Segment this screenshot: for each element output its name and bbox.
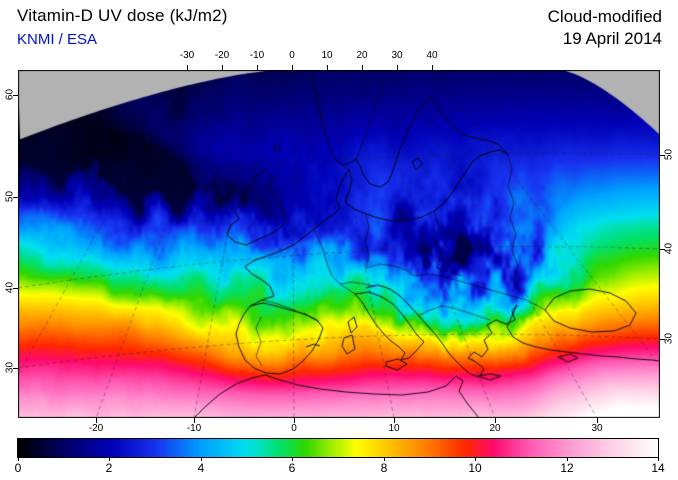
top-axis-tick bbox=[362, 65, 363, 70]
top-axis-label: -10 bbox=[249, 50, 265, 61]
colorbar-tick bbox=[109, 458, 110, 461]
header-right: Cloud-modified 19 April 2014 bbox=[548, 6, 662, 50]
colorbar-label: 2 bbox=[105, 461, 113, 475]
colorbar-label: 4 bbox=[197, 461, 205, 475]
colorbar-label: 14 bbox=[651, 461, 665, 475]
colorbar-tick bbox=[292, 458, 293, 461]
colorbar-label: 6 bbox=[288, 461, 296, 475]
top-axis-tick bbox=[327, 65, 328, 70]
left-axis-tick bbox=[13, 288, 18, 289]
bottom-axis-label: 20 bbox=[489, 423, 501, 434]
colorbar-label: 10 bbox=[468, 461, 482, 475]
top-axis-label: 40 bbox=[426, 50, 438, 61]
colorbar-label: 12 bbox=[560, 461, 574, 475]
colorbar bbox=[17, 438, 659, 458]
bottom-axis-label: -20 bbox=[88, 423, 104, 434]
colorbar-tick bbox=[567, 458, 568, 461]
source-credit: KNMI / ESA bbox=[17, 31, 98, 48]
date-label: 19 April 2014 bbox=[562, 29, 662, 48]
top-axis-tick bbox=[222, 65, 223, 70]
colorbar-tick bbox=[201, 458, 202, 461]
top-axis-label: 30 bbox=[391, 50, 403, 61]
left-axis-tick bbox=[13, 95, 18, 96]
colorbar-label: 8 bbox=[380, 461, 388, 475]
colorbar-label: 0 bbox=[14, 461, 22, 475]
top-axis-label: -20 bbox=[214, 50, 230, 61]
top-axis-tick bbox=[187, 65, 188, 70]
bottom-axis-label: 0 bbox=[291, 423, 297, 434]
colorbar-tick bbox=[475, 458, 476, 461]
bottom-axis-tick bbox=[96, 418, 97, 423]
right-axis-tick bbox=[660, 249, 665, 250]
colorbar-tick bbox=[384, 458, 385, 461]
left-axis-tick bbox=[13, 197, 18, 198]
page-title: Vitamin-D UV dose (kJ/m2) bbox=[17, 6, 228, 25]
bottom-axis-label: -10 bbox=[186, 423, 202, 434]
bottom-axis-tick bbox=[597, 418, 598, 423]
top-axis-label: -30 bbox=[179, 50, 195, 61]
top-axis-tick bbox=[397, 65, 398, 70]
right-axis-tick bbox=[660, 155, 665, 156]
uv-map-canvas bbox=[18, 70, 660, 418]
top-axis-label: 0 bbox=[289, 50, 295, 61]
right-axis-label: 30 bbox=[663, 332, 675, 345]
bottom-axis-label: 30 bbox=[591, 423, 603, 434]
bottom-axis-tick bbox=[294, 418, 295, 423]
right-axis-label: 40 bbox=[663, 242, 675, 255]
top-axis-tick bbox=[292, 65, 293, 70]
top-axis-tick bbox=[257, 65, 258, 70]
colorbar-tick bbox=[658, 458, 659, 461]
colorbar-tick bbox=[18, 458, 19, 461]
bottom-axis-tick bbox=[495, 418, 496, 423]
right-axis-tick bbox=[660, 339, 665, 340]
right-axis-label: 50 bbox=[663, 148, 675, 161]
mode-label: Cloud-modified bbox=[547, 7, 662, 26]
bottom-axis-tick bbox=[194, 418, 195, 423]
left-axis-tick bbox=[13, 368, 18, 369]
top-axis-tick bbox=[432, 65, 433, 70]
top-axis-label: 20 bbox=[356, 50, 368, 61]
bottom-axis-tick bbox=[394, 418, 395, 423]
bottom-axis-label: 10 bbox=[388, 423, 400, 434]
top-axis-label: 10 bbox=[321, 50, 333, 61]
colorbar-gradient-canvas bbox=[18, 439, 658, 457]
